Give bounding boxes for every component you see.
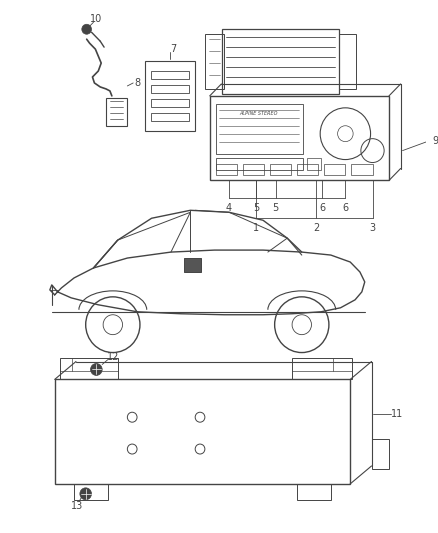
Text: 11: 11 xyxy=(391,409,403,419)
Bar xyxy=(60,358,118,379)
Bar xyxy=(106,98,127,126)
Bar xyxy=(223,29,339,94)
Text: 6: 6 xyxy=(319,203,325,213)
Circle shape xyxy=(82,25,92,34)
Text: ALPINE STEREO: ALPINE STEREO xyxy=(239,111,277,116)
Text: 3: 3 xyxy=(369,223,375,233)
Bar xyxy=(243,164,264,175)
Bar xyxy=(270,164,291,175)
Bar xyxy=(210,96,389,181)
Bar xyxy=(145,61,195,131)
Text: 10: 10 xyxy=(90,14,102,25)
Bar xyxy=(151,85,189,93)
Bar xyxy=(297,484,331,500)
Bar xyxy=(351,164,372,175)
Bar xyxy=(74,484,108,500)
Bar xyxy=(292,358,352,379)
Bar xyxy=(184,258,201,272)
Bar xyxy=(215,104,303,154)
Text: 8: 8 xyxy=(134,78,140,88)
Bar xyxy=(151,71,189,79)
Bar xyxy=(307,158,321,169)
Text: 7: 7 xyxy=(170,44,176,54)
Bar xyxy=(371,439,389,469)
Bar xyxy=(215,164,237,175)
Bar xyxy=(297,164,318,175)
Text: 5: 5 xyxy=(253,203,259,213)
Text: 1: 1 xyxy=(253,223,259,233)
Text: 2: 2 xyxy=(313,223,319,233)
Bar xyxy=(151,113,189,121)
Text: 4: 4 xyxy=(226,203,232,213)
Bar xyxy=(205,34,224,89)
Text: 9: 9 xyxy=(432,136,438,146)
Text: 13: 13 xyxy=(71,500,83,511)
Bar xyxy=(151,99,189,107)
Bar xyxy=(55,379,350,484)
Circle shape xyxy=(91,364,102,375)
Text: 6: 6 xyxy=(343,203,349,213)
Bar xyxy=(324,164,346,175)
Circle shape xyxy=(80,488,92,500)
Bar xyxy=(215,158,303,169)
Text: 5: 5 xyxy=(272,203,279,213)
Text: 12: 12 xyxy=(106,352,119,361)
Bar xyxy=(339,34,356,89)
